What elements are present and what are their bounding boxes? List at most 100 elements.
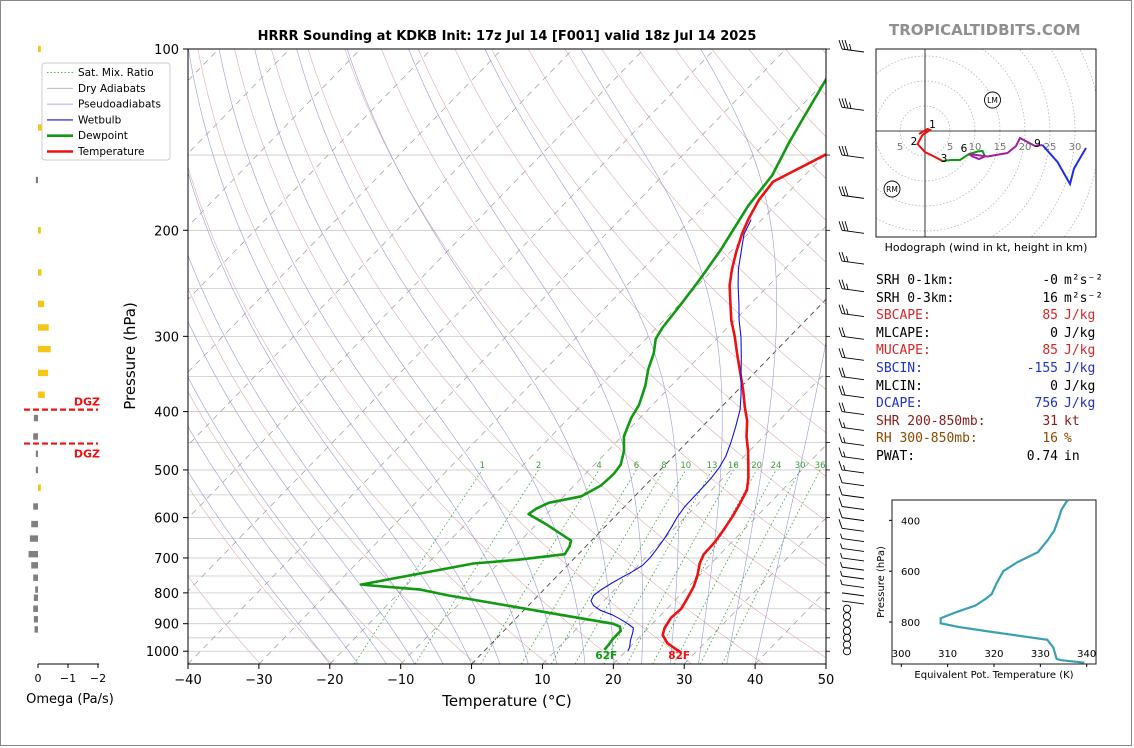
wind-barb-half xyxy=(840,570,843,577)
wind-barb-shaft xyxy=(841,394,865,399)
omega-bar xyxy=(33,574,38,581)
index-value: 16 xyxy=(1042,431,1058,447)
theta-e-frame xyxy=(891,499,1097,665)
wind-barb-shaft xyxy=(841,592,865,597)
wind-barb xyxy=(840,579,865,589)
wind-barb-shaft xyxy=(841,506,865,510)
mixing-ratio-line xyxy=(574,469,687,664)
theta-e-y-tick-label: 400 xyxy=(901,516,920,527)
wind-barb-half xyxy=(840,552,843,559)
wind-barb-shaft xyxy=(841,527,865,532)
hodograph-range-label: 10 xyxy=(969,142,982,153)
hodograph-height-label: 6 xyxy=(961,143,968,155)
y-tick-label: 600 xyxy=(154,512,179,527)
index-label: SRH 0-1km: xyxy=(876,273,955,288)
dry-adiabat xyxy=(601,49,826,305)
index-row: DCAPE: 756 J/kg xyxy=(876,395,1116,413)
wind-barb xyxy=(840,570,865,580)
wind-barb-flag xyxy=(844,186,849,197)
index-label: PWAT: xyxy=(876,448,916,464)
omega-bar xyxy=(29,535,38,542)
omega-tick-label: −2 xyxy=(90,672,106,685)
omega-bar xyxy=(38,345,51,353)
y-tick-label: 700 xyxy=(154,552,179,567)
wind-barb-shaft xyxy=(841,194,865,199)
wind-barb-flag xyxy=(838,418,843,428)
index-row: SBCIN: -155 J/kg xyxy=(876,360,1116,378)
wind-barb-calm xyxy=(842,619,852,628)
x-tick-label: −20 xyxy=(316,673,343,688)
wind-barb-flag xyxy=(838,279,843,289)
index-value: 85 xyxy=(1042,343,1058,359)
theta-e-x-tick-label: 310 xyxy=(938,649,957,660)
wind-barb-half xyxy=(843,464,846,471)
omega-bar xyxy=(33,605,38,612)
wind-barb xyxy=(838,348,865,361)
omega-bar xyxy=(33,594,38,601)
wind-barb-half xyxy=(846,308,849,315)
wind-barb-half xyxy=(840,543,843,549)
wind-barb-half xyxy=(843,451,846,458)
wind-barb-flag xyxy=(838,251,843,262)
dry-adiabat xyxy=(188,485,333,664)
wind-barb-shaft xyxy=(841,566,865,571)
wind-barb-calm xyxy=(842,612,852,621)
y-axis-label: Pressure (hPa) xyxy=(121,302,139,410)
hodograph-range-label: 5 xyxy=(897,142,903,153)
index-unit: in xyxy=(1064,448,1080,464)
wind-barb-flag xyxy=(838,447,843,457)
wind-barb xyxy=(838,497,865,510)
dry-adiabat xyxy=(234,49,692,664)
index-row: PWAT: 0.74 in xyxy=(876,448,1116,466)
wind-barb xyxy=(838,508,865,522)
wind-barb xyxy=(838,447,865,460)
y-tick-label: 100 xyxy=(154,43,179,58)
x-tick-label: −30 xyxy=(245,673,272,688)
wind-barb-flag xyxy=(838,367,843,377)
index-unit: % xyxy=(1064,431,1072,447)
index-unit: J/kg xyxy=(1064,396,1096,412)
index-unit: J/kg xyxy=(1064,360,1096,376)
wind-barb-flag xyxy=(838,385,843,395)
index-label: MLCAPE: xyxy=(876,325,931,341)
skewt-axes-frame xyxy=(187,48,827,665)
pseudoadiabat xyxy=(754,340,826,664)
index-value: 0 xyxy=(1050,378,1058,394)
omega-bar xyxy=(38,269,42,276)
x-tick-label: 40 xyxy=(747,673,764,688)
y-tick-label: 900 xyxy=(154,618,179,633)
omega-bar xyxy=(38,324,49,331)
surface-temperature-label: 82F xyxy=(668,650,690,662)
legend-label: Wetbulb xyxy=(78,114,122,126)
wind-barb-shaft xyxy=(841,547,865,552)
legend-label: Temperature xyxy=(77,146,145,158)
dry-adiabat xyxy=(454,49,826,477)
wind-barb-shaft xyxy=(841,426,865,431)
hodograph-height-label: 9 xyxy=(1034,138,1041,150)
index-unit: J/kg xyxy=(1064,378,1096,394)
legend-label: Dewpoint xyxy=(78,130,128,142)
theta-e-x-tick-label: 330 xyxy=(1031,649,1050,660)
y-tick-label: 500 xyxy=(154,464,179,479)
omega-bar xyxy=(35,176,38,184)
omega-bar xyxy=(28,550,38,558)
wind-barb-flag xyxy=(841,304,846,315)
legend-label: Dry Adiabats xyxy=(78,83,146,95)
wind-barb-shaft xyxy=(841,517,865,522)
hodograph-range-label: 25 xyxy=(1044,142,1057,153)
wind-barb xyxy=(838,304,865,318)
omega-bar xyxy=(31,562,38,569)
wind-barb-calm xyxy=(842,647,852,656)
wind-barb-shaft xyxy=(841,229,865,234)
wind-barb-shaft xyxy=(841,313,865,318)
pseudoadiabat xyxy=(188,470,331,664)
wind-barb-half xyxy=(843,422,846,428)
dry-adiabat xyxy=(564,49,826,348)
wind-barb-flag xyxy=(838,473,843,483)
legend-label: Sat. Mix. Ratio xyxy=(78,67,154,79)
wind-barb-calm xyxy=(842,640,852,649)
series-wetbulb xyxy=(590,219,752,652)
mixing-ratio-line xyxy=(550,469,665,664)
hodograph-height-label: 1 xyxy=(929,119,936,131)
skewt-plot-area xyxy=(188,49,826,664)
